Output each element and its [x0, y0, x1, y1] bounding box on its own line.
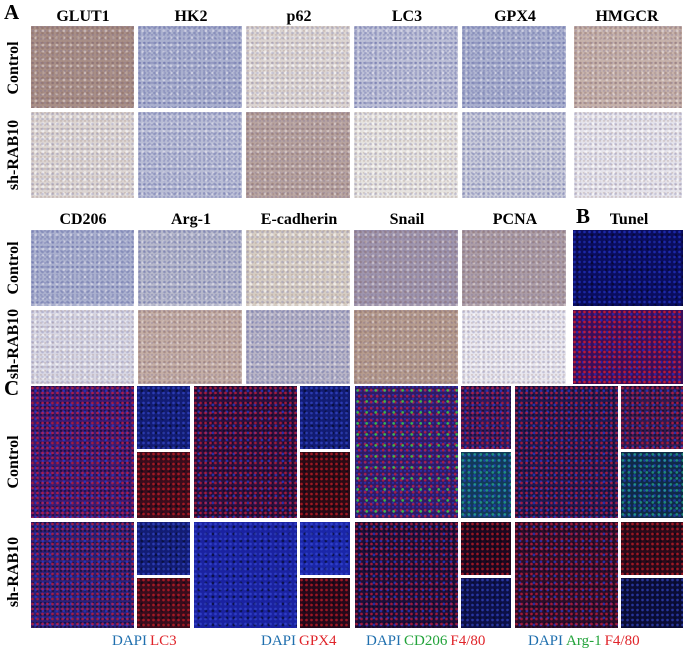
if-merge-lc3-sh-rab10 — [31, 522, 134, 628]
if-merge-lc3-control — [31, 386, 134, 518]
if-gpx4-channel-sh-rab10 — [300, 578, 350, 628]
marker-label-arg-1: Arg-1 — [171, 211, 211, 228]
marker-label-hk2: HK2 — [174, 8, 208, 25]
row-label-control: Control — [5, 435, 22, 489]
marker-label-cd206: CD206 — [59, 211, 107, 228]
ihc-image-lc3-control — [354, 26, 458, 108]
ihc-image-gpx4-sh-rab10 — [462, 112, 566, 198]
ihc-image-hmgcr-control — [574, 26, 682, 108]
ihc-image-gpx4-control — [462, 26, 566, 108]
row-label-control: Control — [5, 241, 22, 295]
ihc-image-hmgcr-sh-rab10 — [574, 112, 682, 198]
ihc-image-hk2-sh-rab10 — [138, 112, 242, 198]
marker-label-hmgcr: HMGCR — [595, 8, 659, 25]
if-f4-80-channel-control — [461, 386, 511, 449]
row-label-sh-rab10: sh-RAB10 — [5, 119, 22, 191]
if-f4-80-channel-sh-rab10 — [461, 522, 511, 575]
legend-cd206: CD206 — [404, 633, 448, 649]
if-lc3-channel-sh-rab10 — [137, 578, 190, 628]
legend-gpx4: GPX4 — [299, 633, 337, 649]
marker-label-pcna: PCNA — [492, 211, 538, 228]
ihc-image-e-cadherin-control — [246, 230, 350, 306]
ihc-image-arg-1-control — [138, 230, 242, 306]
ihc-image-p62-sh-rab10 — [246, 112, 350, 198]
ihc-image-glut1-sh-rab10 — [31, 112, 134, 198]
legend-dapi: DAPI — [528, 633, 564, 649]
if-merge-cd206-control — [355, 386, 458, 518]
ihc-image-glut1-control — [31, 26, 134, 108]
tunel-title: Tunel — [609, 211, 649, 228]
row-label-sh-rab10: sh-RAB10 — [5, 536, 22, 608]
if-merge-gpx4-control — [194, 386, 297, 518]
if-gpx4-channel-control — [300, 452, 350, 518]
if-cd206-channel-control — [461, 452, 511, 518]
legend-arg-1: Arg-1 — [566, 633, 602, 649]
if-arg-1-channel-sh-rab10 — [621, 578, 683, 628]
legend-dapi-lc3: DAPI LC3 — [112, 634, 180, 649]
panel-label-a: A — [4, 0, 20, 24]
legend-dapi: DAPI — [366, 633, 402, 649]
legend-dapi-arg-1-f4-80: DAPI Arg-1 F4/80 — [528, 634, 643, 649]
ihc-image-e-cadherin-sh-rab10 — [246, 310, 350, 384]
legend-dapi-cd206-f4-80: DAPI CD206 F4/80 — [366, 634, 488, 649]
marker-label-snail: Snail — [389, 211, 425, 228]
marker-label-lc3: LC3 — [391, 8, 423, 25]
legend-dapi-gpx4: DAPI GPX4 — [261, 634, 340, 649]
if-cd206-channel-sh-rab10 — [461, 578, 511, 628]
ihc-image-cd206-control — [31, 230, 134, 306]
if-f4-80-channel-arg-control — [621, 386, 683, 449]
ihc-image-cd206-sh-rab10 — [31, 310, 134, 384]
ihc-image-pcna-control — [462, 230, 566, 306]
ihc-image-hk2-control — [138, 26, 242, 108]
if-f4-80-channel-arg-sh-rab10 — [621, 522, 683, 575]
legend-dapi: DAPI — [261, 633, 297, 649]
tunel-image-control — [573, 230, 683, 306]
legend-dapi: DAPI — [112, 633, 148, 649]
if-merge-gpx4-sh-rab10 — [194, 522, 297, 628]
if-merge-arg-1-control — [515, 386, 618, 518]
if-lc3-channel-control — [137, 452, 190, 518]
ihc-image-snail-control — [354, 230, 458, 306]
ihc-image-lc3-sh-rab10 — [354, 112, 458, 198]
ihc-image-p62-control — [246, 26, 350, 108]
if-merge-cd206-sh-rab10 — [355, 522, 458, 628]
marker-label-p62: p62 — [286, 8, 312, 25]
row-label-control: Control — [5, 41, 22, 95]
tunel-image-sh-rab10 — [573, 310, 683, 384]
ihc-image-snail-sh-rab10 — [354, 310, 458, 384]
if-dapi-lc3-control — [137, 386, 190, 449]
if-dapi-gpx4-control — [300, 386, 350, 449]
marker-label-gpx4: GPX4 — [494, 8, 536, 25]
panel-label-b: B — [576, 204, 591, 228]
ihc-image-arg-1-sh-rab10 — [138, 310, 242, 384]
if-dapi-lc3-sh-rab10 — [137, 522, 190, 575]
marker-label-e-cadherin: E-cadherin — [260, 211, 338, 228]
legend-f4-80: F4/80 — [604, 633, 640, 649]
row-label-sh-rab10: sh-RAB10 — [5, 308, 22, 380]
if-dapi-gpx4-sh-rab10 — [300, 522, 350, 575]
marker-label-glut1: GLUT1 — [56, 8, 110, 25]
ihc-image-pcna-sh-rab10 — [462, 310, 566, 384]
legend-f4-80: F4/80 — [450, 633, 486, 649]
panel-label-c: C — [4, 376, 20, 400]
if-merge-arg-1-sh-rab10 — [515, 522, 618, 628]
if-arg-1-channel-control — [621, 452, 683, 518]
legend-lc3: LC3 — [150, 633, 177, 649]
